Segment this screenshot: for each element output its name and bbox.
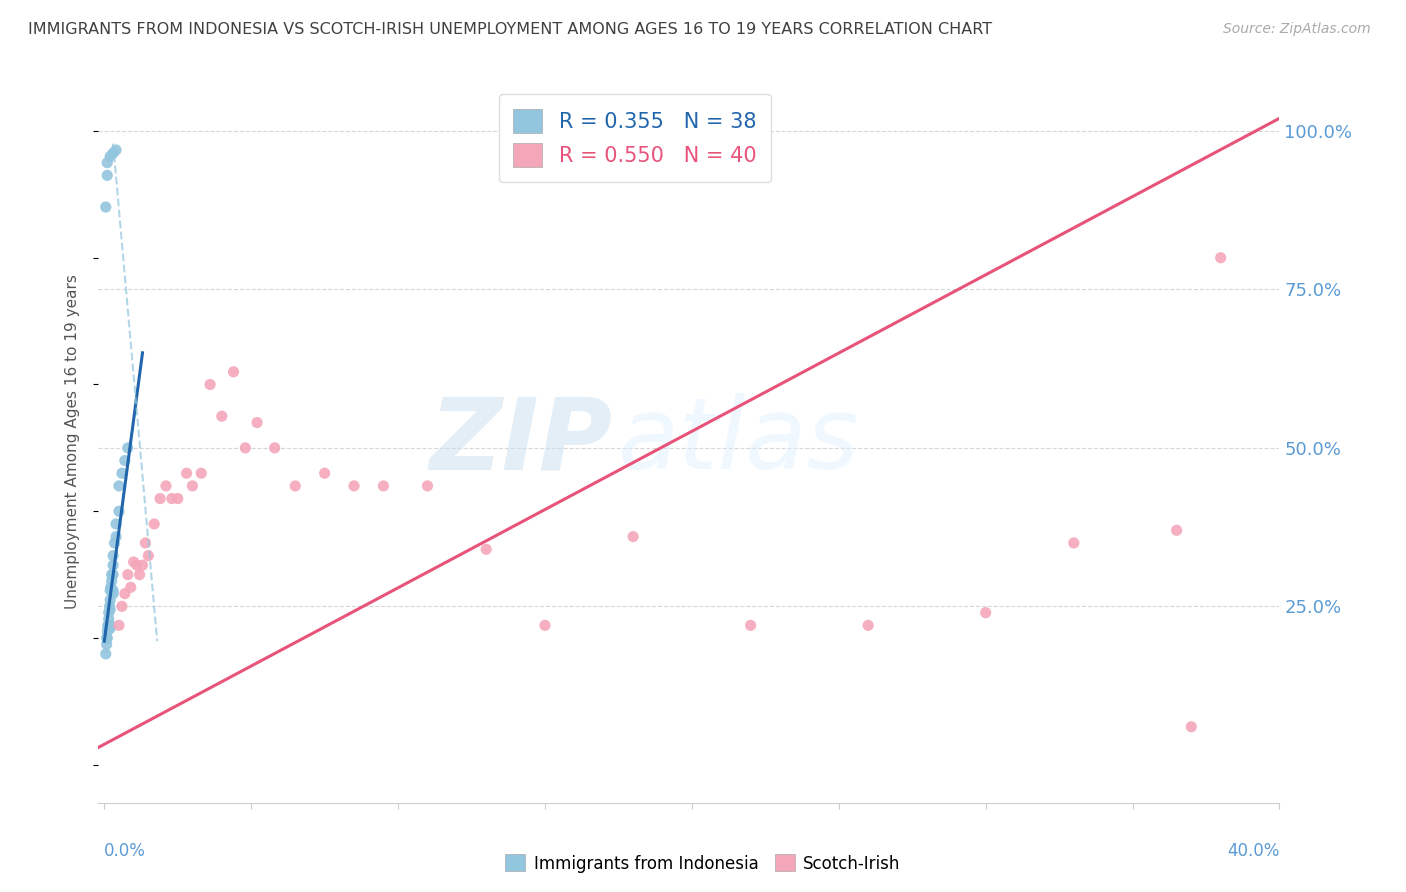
Text: IMMIGRANTS FROM INDONESIA VS SCOTCH-IRISH UNEMPLOYMENT AMONG AGES 16 TO 19 YEARS: IMMIGRANTS FROM INDONESIA VS SCOTCH-IRIS…: [28, 22, 993, 37]
Point: [974, 606, 997, 620]
Point: [233, 441, 256, 455]
Point: [1166, 523, 1188, 537]
Point: [117, 567, 139, 582]
Point: [181, 479, 204, 493]
Point: [122, 555, 145, 569]
Point: [176, 467, 198, 481]
Point: [155, 479, 177, 493]
Text: Source: ZipAtlas.com: Source: ZipAtlas.com: [1223, 22, 1371, 37]
Point: [416, 479, 439, 493]
Point: [120, 580, 142, 594]
Point: [246, 416, 269, 430]
Y-axis label: Unemployment Among Ages 16 to 19 years: Unemployment Among Ages 16 to 19 years: [65, 274, 80, 609]
Point: [211, 409, 233, 424]
Point: [96, 169, 118, 183]
Point: [160, 491, 183, 506]
Point: [373, 479, 395, 493]
Point: [94, 647, 117, 661]
Point: [98, 149, 121, 163]
Point: [117, 441, 139, 455]
Point: [96, 631, 118, 645]
Point: [98, 593, 121, 607]
Point: [263, 441, 285, 455]
Point: [143, 516, 166, 531]
Point: [101, 558, 124, 573]
Point: [101, 549, 124, 563]
Point: [100, 574, 122, 588]
Point: [475, 542, 498, 557]
Point: [740, 618, 762, 632]
Point: [222, 365, 245, 379]
Point: [190, 467, 212, 481]
Point: [105, 516, 128, 531]
Point: [284, 479, 307, 493]
Point: [114, 587, 136, 601]
Point: [314, 467, 336, 481]
Point: [111, 599, 134, 614]
Point: [131, 558, 153, 573]
Point: [98, 618, 121, 632]
Point: [125, 558, 148, 573]
Legend: Immigrants from Indonesia, Scotch-Irish: Immigrants from Indonesia, Scotch-Irish: [499, 847, 907, 880]
Point: [343, 479, 366, 493]
Text: 40.0%: 40.0%: [1227, 842, 1279, 860]
Point: [97, 606, 120, 620]
Point: [100, 580, 122, 594]
Point: [103, 536, 125, 550]
Point: [98, 622, 121, 636]
Point: [105, 143, 128, 157]
Point: [128, 567, 150, 582]
Point: [96, 637, 118, 651]
Point: [98, 583, 121, 598]
Point: [534, 618, 557, 632]
Point: [134, 536, 156, 550]
Point: [108, 504, 131, 518]
Point: [101, 567, 124, 582]
Point: [97, 618, 120, 632]
Point: [1180, 720, 1202, 734]
Text: atlas: atlas: [619, 393, 859, 490]
Point: [96, 631, 118, 645]
Point: [149, 491, 172, 506]
Point: [101, 146, 124, 161]
Point: [166, 491, 188, 506]
Point: [856, 618, 879, 632]
Legend: R = 0.355   N = 38, R = 0.550   N = 40: R = 0.355 N = 38, R = 0.550 N = 40: [499, 95, 772, 182]
Point: [101, 583, 124, 598]
Point: [98, 599, 121, 614]
Point: [1063, 536, 1085, 550]
Point: [96, 624, 118, 639]
Point: [138, 549, 160, 563]
Point: [100, 567, 122, 582]
Point: [108, 618, 131, 632]
Point: [111, 467, 134, 481]
Point: [621, 530, 644, 544]
Point: [97, 618, 120, 632]
Point: [97, 612, 120, 626]
Text: ZIP: ZIP: [429, 393, 612, 490]
Point: [198, 377, 221, 392]
Point: [105, 530, 128, 544]
Point: [114, 453, 136, 467]
Point: [98, 602, 121, 616]
Text: 0.0%: 0.0%: [104, 842, 146, 860]
Point: [94, 200, 117, 214]
Point: [97, 622, 120, 636]
Point: [1209, 251, 1232, 265]
Point: [101, 587, 124, 601]
Point: [108, 479, 131, 493]
Point: [96, 155, 118, 169]
